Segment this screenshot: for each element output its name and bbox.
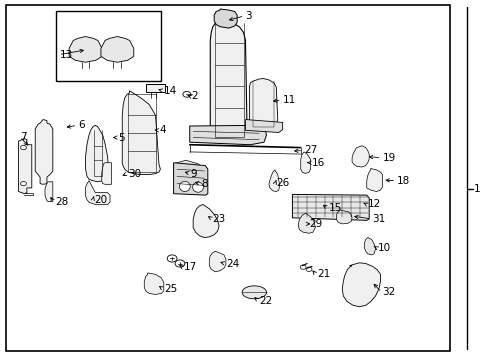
Polygon shape (102, 163, 111, 184)
Text: 23: 23 (212, 214, 225, 224)
Polygon shape (366, 168, 382, 192)
Polygon shape (101, 37, 134, 62)
Bar (56, 11, 161, 81)
Text: 1: 1 (472, 184, 479, 194)
Polygon shape (85, 125, 108, 182)
Polygon shape (193, 204, 219, 238)
Polygon shape (19, 139, 32, 194)
Text: 31: 31 (372, 214, 385, 224)
Polygon shape (336, 210, 351, 224)
Text: 2: 2 (191, 91, 198, 102)
Circle shape (20, 181, 26, 186)
Text: 20: 20 (94, 195, 107, 205)
Polygon shape (249, 78, 277, 130)
Polygon shape (342, 263, 380, 307)
Polygon shape (85, 181, 110, 204)
Bar (145, 84, 165, 92)
Text: 6: 6 (78, 120, 85, 130)
Polygon shape (214, 9, 237, 28)
Text: 32: 32 (382, 287, 395, 297)
Ellipse shape (179, 181, 190, 192)
Text: 30: 30 (128, 168, 141, 179)
Polygon shape (364, 238, 375, 255)
Polygon shape (298, 213, 315, 233)
Text: 16: 16 (311, 158, 325, 168)
Polygon shape (245, 120, 282, 132)
Text: 13: 13 (60, 50, 73, 60)
Polygon shape (144, 273, 163, 294)
Polygon shape (311, 200, 323, 214)
Circle shape (20, 145, 26, 150)
Circle shape (175, 260, 184, 267)
Text: 4: 4 (159, 125, 166, 135)
Circle shape (305, 267, 311, 271)
Polygon shape (242, 286, 266, 299)
Text: 9: 9 (190, 168, 197, 179)
Text: 29: 29 (308, 219, 322, 229)
Polygon shape (351, 146, 368, 167)
Text: 10: 10 (377, 243, 390, 253)
Text: 27: 27 (304, 145, 317, 156)
Text: 5: 5 (118, 132, 125, 143)
Polygon shape (292, 194, 368, 220)
Text: 14: 14 (163, 86, 177, 96)
Polygon shape (210, 20, 246, 141)
Polygon shape (69, 37, 102, 62)
Text: 22: 22 (259, 296, 272, 306)
Polygon shape (209, 251, 225, 272)
Polygon shape (189, 125, 266, 145)
Text: 12: 12 (367, 199, 380, 210)
Text: 11: 11 (282, 95, 295, 105)
Text: 25: 25 (163, 284, 177, 294)
Polygon shape (122, 91, 160, 175)
Text: 15: 15 (328, 203, 341, 213)
Text: 18: 18 (396, 176, 409, 186)
Polygon shape (173, 160, 203, 180)
Text: 19: 19 (382, 153, 395, 163)
Text: 24: 24 (225, 258, 239, 269)
Text: 17: 17 (183, 262, 196, 272)
Polygon shape (300, 152, 310, 174)
Polygon shape (173, 163, 207, 195)
Text: 28: 28 (55, 197, 68, 207)
Circle shape (300, 265, 305, 269)
Circle shape (167, 255, 177, 262)
Polygon shape (45, 182, 53, 202)
Polygon shape (268, 170, 279, 192)
Text: 21: 21 (316, 269, 329, 279)
Circle shape (183, 91, 190, 97)
Text: 7: 7 (20, 132, 27, 142)
Text: 26: 26 (276, 178, 289, 188)
Polygon shape (35, 120, 53, 184)
Ellipse shape (192, 182, 203, 192)
Text: 3: 3 (245, 11, 252, 21)
Text: 8: 8 (201, 179, 208, 189)
